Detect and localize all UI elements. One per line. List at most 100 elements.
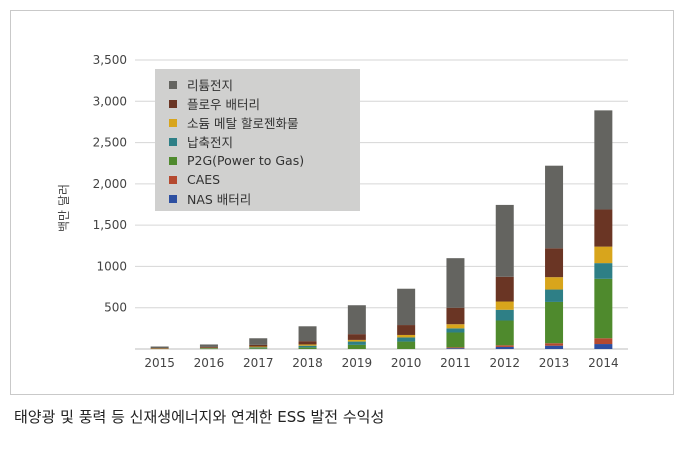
legend-item: NAS 배터리	[169, 189, 360, 208]
bar-segment	[249, 338, 268, 345]
x-tick-label: 2015	[144, 356, 175, 370]
y-axis-title: 백만 달러	[57, 184, 71, 232]
bar-segment	[199, 347, 218, 349]
x-tick-label: 2010	[391, 356, 422, 370]
x-tick-label: 2016	[194, 356, 225, 370]
legend-label: P2G(Power to Gas)	[187, 153, 305, 168]
legend-swatch	[169, 137, 177, 146]
bar-segment	[249, 347, 268, 349]
bar-segment	[495, 320, 514, 346]
y-tick-label: 2,500	[93, 136, 127, 150]
bar-segment	[545, 277, 564, 290]
bar-segment	[446, 324, 465, 329]
bar-segment	[545, 289, 564, 302]
bars	[150, 110, 613, 350]
bar-segment	[298, 347, 317, 349]
bar-segment	[545, 165, 564, 249]
legend-label: 플로우 배터리	[187, 97, 260, 112]
legend-swatch	[169, 80, 177, 89]
legend-item: 소듐 메탈 할로젠화물	[169, 113, 360, 132]
legend-swatch	[169, 156, 177, 165]
legend-swatch	[169, 194, 177, 203]
legend-label: 소듐 메탈 할로젠화물	[187, 116, 299, 131]
legend-item: CAES	[169, 170, 360, 189]
bar-segment	[298, 344, 317, 346]
y-tick-label: 2,000	[93, 177, 127, 191]
bar-segment	[594, 263, 613, 279]
bar-segment	[150, 346, 169, 349]
bar-segment	[249, 348, 268, 349]
bar-segment	[594, 278, 613, 339]
bar-segment	[446, 332, 465, 348]
x-tick-label: 2019	[342, 356, 373, 370]
bar-segment	[397, 337, 416, 342]
y-axis-ticks: 500 1000 1,500 2,000 2,500 3,000 3,500	[93, 53, 127, 315]
bar-segment	[545, 345, 564, 349]
bar-segment	[446, 347, 465, 349]
bar-segment	[199, 348, 218, 349]
bar-segment	[150, 348, 169, 349]
x-tick-label: 2011	[440, 356, 471, 370]
bar-segment	[347, 305, 366, 335]
bar-segment	[397, 325, 416, 335]
legend-label: NAS 배터리	[187, 192, 252, 207]
y-tick-label: 3,500	[93, 53, 127, 67]
bar-segment	[249, 344, 268, 347]
legend-label: CAES	[187, 172, 221, 187]
bar-segment	[347, 344, 366, 349]
bar-segment	[397, 288, 416, 326]
bar-segment	[397, 341, 416, 349]
bar-segment	[594, 344, 613, 349]
bar-segment	[495, 345, 514, 347]
figure-caption: 태양광 및 풍력 등 신재생에너지와 연계한 ESS 발전 수익성	[14, 408, 385, 426]
bar-segment	[446, 348, 465, 349]
legend-swatch	[169, 99, 177, 108]
y-tick-label: 500	[104, 301, 127, 315]
bar-segment	[347, 339, 366, 342]
legend-item: 납축전지	[169, 132, 360, 151]
x-tick-label: 2017	[243, 356, 274, 370]
x-axis-ticks: 2015 2016 2017 2018 2019 2010 2011 2012 2013 2014	[144, 356, 618, 370]
x-tick-label: 2013	[539, 356, 570, 370]
bar-segment	[594, 110, 613, 210]
bar-segment	[446, 328, 465, 333]
bar-segment	[199, 348, 218, 350]
bar-segment	[347, 341, 366, 345]
x-tick-label: 2014	[588, 356, 619, 370]
bar-segment	[495, 346, 514, 349]
bar-segment	[150, 348, 169, 350]
legend-label: 납축전지	[187, 135, 234, 150]
bar-segment	[594, 246, 613, 264]
bar-segment	[199, 344, 218, 347]
bar-segment	[594, 209, 613, 247]
bar-segment	[397, 334, 416, 338]
bar-segment	[594, 338, 613, 345]
legend-label: 리튬전지	[187, 78, 234, 93]
legend-item: 리튬전지	[169, 75, 360, 94]
x-tick-label: 2012	[489, 356, 520, 370]
y-tick-label: 1,500	[93, 218, 127, 232]
bar-segment	[495, 276, 514, 302]
legend-item: P2G(Power to Gas)	[169, 151, 360, 170]
x-tick-label: 2018	[292, 356, 323, 370]
bar-segment	[446, 258, 465, 308]
y-tick-label: 1000	[96, 259, 127, 273]
bar-segment	[545, 248, 564, 278]
bar-segment	[495, 309, 514, 321]
bar-segment	[495, 301, 514, 310]
bar-segment	[249, 346, 268, 348]
bar-segment	[347, 334, 366, 340]
bar-segment	[199, 346, 218, 348]
legend-swatch	[169, 118, 177, 127]
legend-swatch	[169, 175, 177, 184]
bar-segment	[298, 341, 317, 345]
bar-segment	[545, 343, 564, 346]
bar-segment	[495, 204, 514, 277]
legend-item: 플로우 배터리	[169, 94, 360, 113]
bar-segment	[298, 326, 317, 342]
bar-segment	[298, 345, 317, 348]
y-tick-label: 3,000	[93, 94, 127, 108]
bar-segment	[446, 307, 465, 325]
